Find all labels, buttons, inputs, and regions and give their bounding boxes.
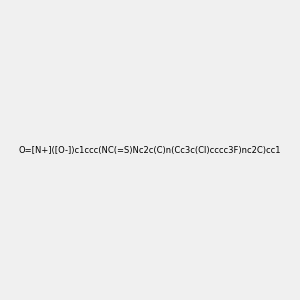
Text: O=[N+]([O-])c1ccc(NC(=S)Nc2c(C)n(Cc3c(Cl)cccc3F)nc2C)cc1: O=[N+]([O-])c1ccc(NC(=S)Nc2c(C)n(Cc3c(Cl… — [19, 146, 281, 154]
